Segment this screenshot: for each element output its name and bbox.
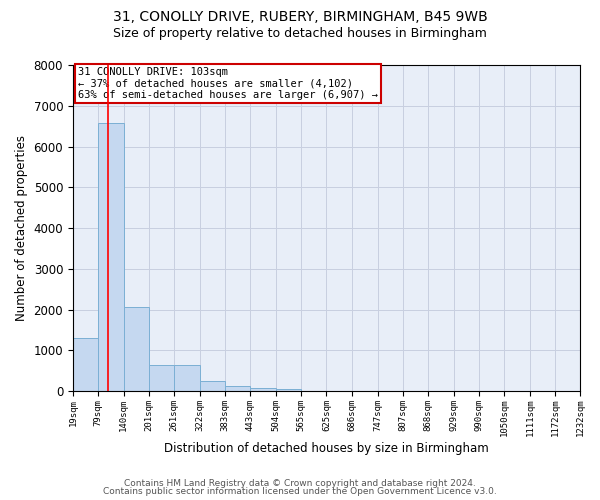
Text: 31, CONOLLY DRIVE, RUBERY, BIRMINGHAM, B45 9WB: 31, CONOLLY DRIVE, RUBERY, BIRMINGHAM, B… bbox=[113, 10, 487, 24]
Bar bbox=[200, 382, 225, 391]
X-axis label: Distribution of detached houses by size in Birmingham: Distribution of detached houses by size … bbox=[164, 442, 489, 455]
Text: Size of property relative to detached houses in Birmingham: Size of property relative to detached ho… bbox=[113, 28, 487, 40]
Text: 31 CONOLLY DRIVE: 103sqm
← 37% of detached houses are smaller (4,102)
63% of sem: 31 CONOLLY DRIVE: 103sqm ← 37% of detach… bbox=[78, 66, 378, 100]
Text: Contains public sector information licensed under the Open Government Licence v3: Contains public sector information licen… bbox=[103, 487, 497, 496]
Bar bbox=[98, 123, 124, 391]
Bar bbox=[276, 388, 301, 391]
Bar bbox=[250, 388, 276, 391]
Bar bbox=[73, 338, 98, 391]
Y-axis label: Number of detached properties: Number of detached properties bbox=[15, 135, 28, 321]
Bar bbox=[174, 365, 200, 391]
Bar bbox=[149, 365, 174, 391]
Bar bbox=[225, 386, 250, 391]
Bar bbox=[124, 307, 149, 391]
Text: Contains HM Land Registry data © Crown copyright and database right 2024.: Contains HM Land Registry data © Crown c… bbox=[124, 478, 476, 488]
